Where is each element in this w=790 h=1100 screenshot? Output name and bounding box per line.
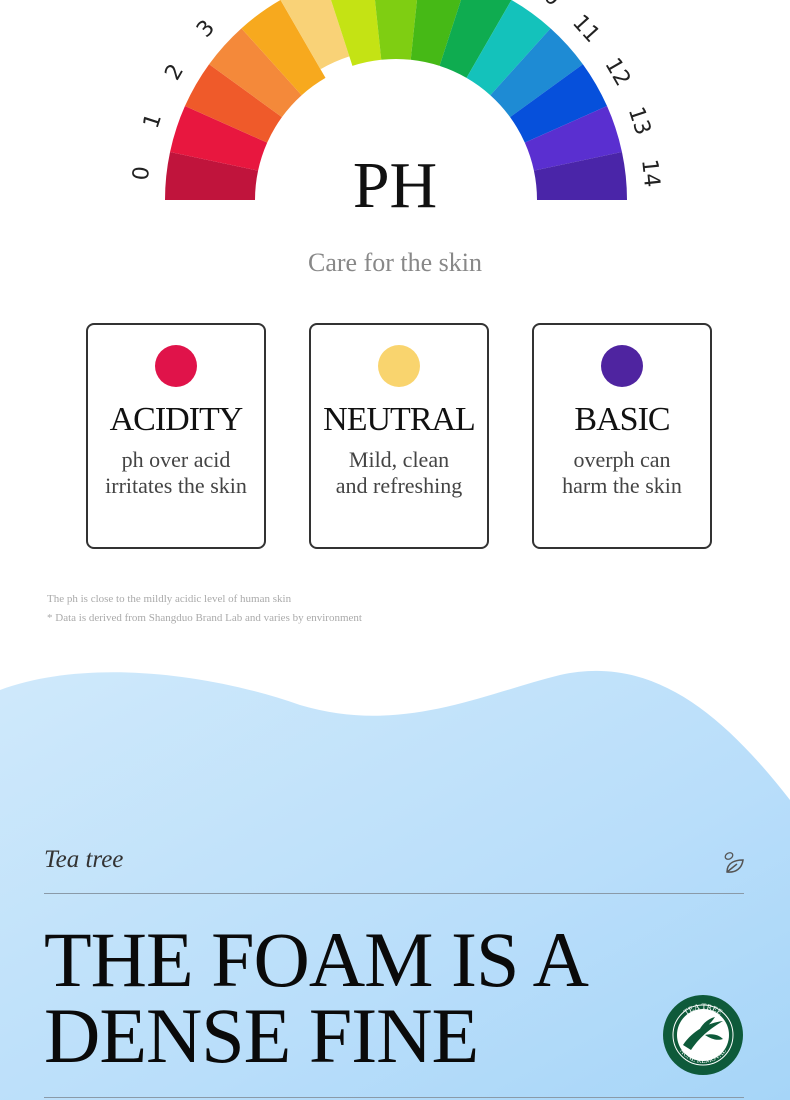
page-title: PH	[352, 149, 438, 222]
card-desc: Mild, clean and refreshing	[335, 447, 463, 498]
ph-segment-0	[165, 151, 259, 200]
ph-segment-9	[439, 0, 512, 78]
ph-label: 12	[599, 54, 635, 91]
note: The ph is close to the mildly acidic lev…	[47, 593, 292, 605]
ph-segment-13	[524, 106, 622, 171]
ph-segment-12	[510, 64, 608, 143]
divider	[44, 1097, 744, 1098]
card-basic: BASIC overph can harm the skin	[532, 323, 712, 549]
ph-segment-1	[170, 106, 268, 171]
card-title: BASIC	[574, 401, 670, 438]
ph-segment-8	[410, 0, 461, 66]
ph-label: 4	[233, 0, 259, 8]
ph-label: 11	[567, 10, 604, 48]
ph-segment-2	[184, 64, 282, 143]
leaf-icon	[724, 852, 744, 873]
ph-segment-7	[374, 0, 418, 60]
note: * Data is derived from Shangduo Brand La…	[47, 612, 362, 624]
color-dot	[378, 345, 420, 387]
ph-scale-arc: 01234567891011121314	[129, 0, 664, 200]
ph-label: 1	[139, 111, 167, 132]
section-label: Tea tree	[44, 846, 124, 873]
blue-wave-background	[0, 670, 790, 1100]
divider	[44, 893, 744, 894]
headline: THE FOAM IS A DENSE FINE	[44, 916, 589, 1079]
ph-label: 2	[160, 60, 189, 85]
ph-label: 10	[528, 0, 565, 12]
color-dot	[155, 345, 197, 387]
ph-segment-3	[209, 28, 302, 118]
ph-segment-4	[241, 0, 326, 96]
ph-segment-6	[331, 0, 382, 66]
ph-segment-5	[280, 0, 350, 70]
headline-line: DENSE FINE	[44, 992, 479, 1079]
card-desc: ph over acid irritates the skin	[105, 447, 247, 498]
ph-label: 13	[623, 104, 655, 138]
card-title: NEUTRAL	[323, 401, 476, 438]
ph-segment-14	[533, 151, 627, 200]
card-acidity: ACIDITY ph over acid irritates the skin	[86, 323, 266, 549]
card-desc: overph can harm the skin	[562, 447, 682, 498]
ph-label: 14	[636, 158, 664, 188]
card-title: ACIDITY	[109, 401, 244, 438]
subtitle: Care for the skin	[307, 248, 482, 277]
ph-segment-11	[490, 28, 583, 118]
color-dot	[601, 345, 643, 387]
tea-tree-badge-logo: TEA TREE ACNE REMOVAL	[663, 995, 743, 1075]
ph-segment-10	[466, 0, 551, 96]
headline-line: THE FOAM IS A	[44, 916, 589, 1003]
card-neutral: NEUTRAL Mild, clean and refreshing	[309, 323, 489, 549]
ph-label: 3	[192, 15, 220, 42]
ph-label: 0	[129, 165, 155, 182]
